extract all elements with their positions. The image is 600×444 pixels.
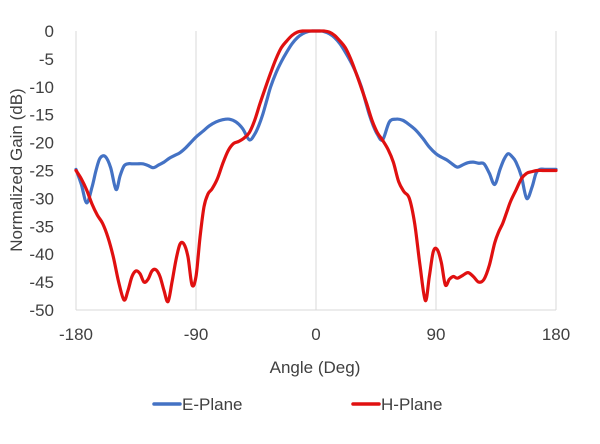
x-tick-label: -90 — [184, 325, 209, 344]
series-line-h-plane — [74, 29, 558, 304]
y-tick-labels: 0 -5 -10 -15 -20 -25 -30 -35 -40 -45 -50 — [29, 22, 54, 320]
legend-item-e-plane: E-Plane — [152, 395, 242, 414]
gridlines — [75, 31, 557, 311]
y-tick-label: -10 — [29, 78, 54, 97]
x-axis-title: Angle (Deg) — [270, 358, 361, 377]
y-tick-label: -30 — [29, 189, 54, 208]
y-tick-label: 0 — [45, 22, 54, 41]
y-tick-label: -40 — [29, 245, 54, 264]
y-tick-label: -20 — [29, 134, 54, 153]
x-tick-label: 180 — [542, 325, 570, 344]
y-tick-label: -15 — [29, 106, 54, 125]
y-tick-label: -25 — [29, 162, 54, 181]
y-axis-title: Normalized Gain (dB) — [7, 88, 26, 251]
y-tick-label: -35 — [29, 217, 54, 236]
legend-item-h-plane: H-Plane — [351, 395, 442, 414]
y-tick-label: -50 — [29, 301, 54, 320]
legend: E-Plane H-Plane — [152, 395, 442, 414]
x-tick-label: 0 — [311, 325, 320, 344]
y-tick-label: -45 — [29, 273, 54, 292]
x-tick-label: -180 — [59, 325, 93, 344]
y-tick-label: -5 — [39, 50, 54, 69]
legend-label: E-Plane — [182, 395, 242, 414]
series-lines — [74, 29, 558, 304]
legend-label: H-Plane — [381, 395, 442, 414]
x-tick-label: 90 — [427, 325, 446, 344]
x-tick-labels: -180 -90 0 90 180 — [59, 325, 570, 344]
